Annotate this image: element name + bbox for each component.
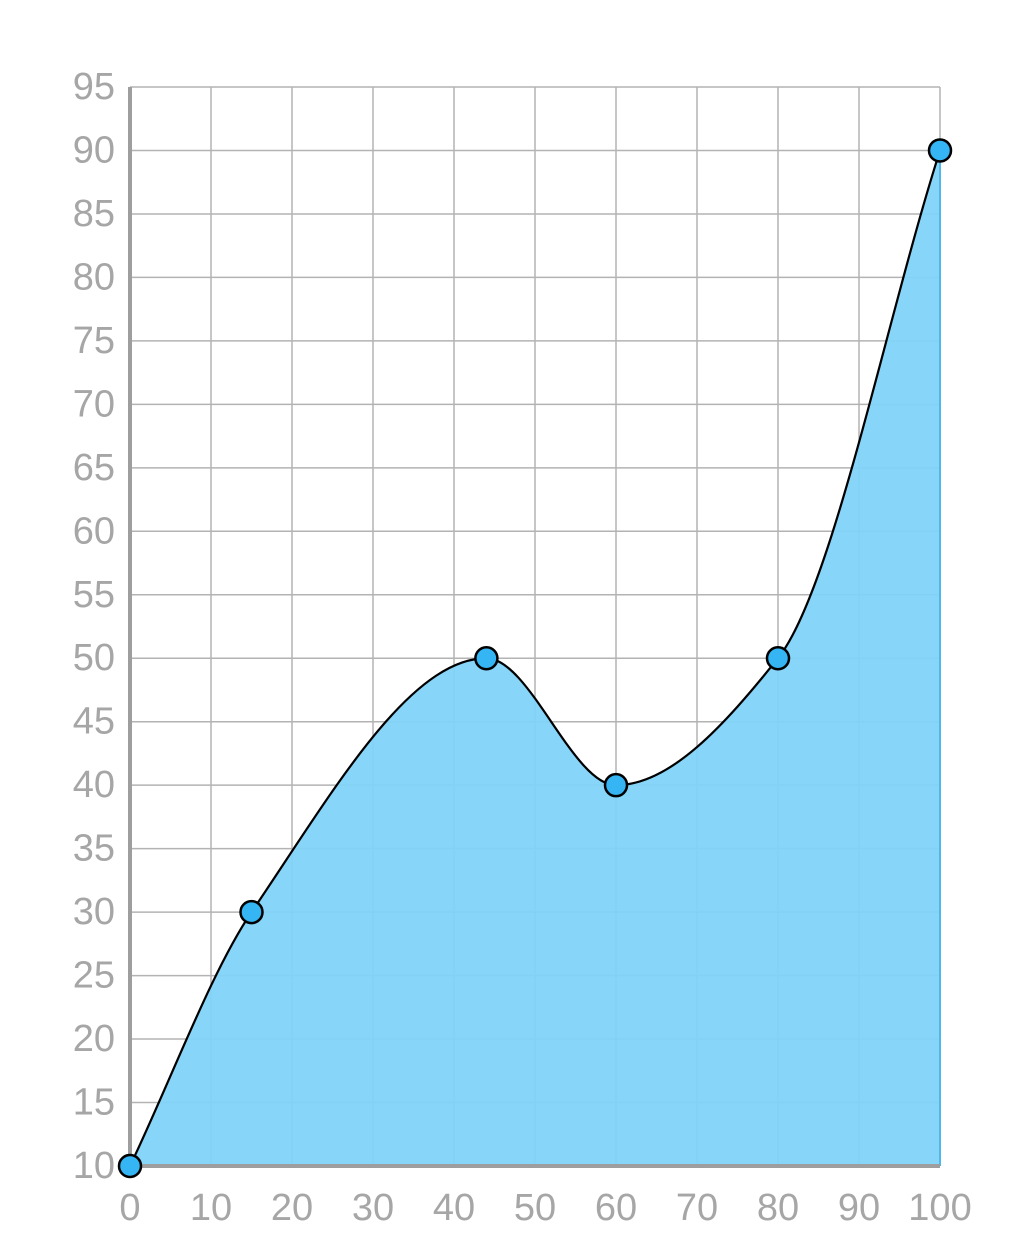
y-tick-label: 50 (73, 637, 115, 679)
y-tick-label: 55 (73, 574, 115, 616)
x-tick-label: 10 (190, 1187, 232, 1229)
data-point (927, 138, 953, 163)
y-tick-label: 75 (73, 320, 115, 362)
y-tick-label: 90 (73, 129, 115, 171)
y-tick-label: 95 (73, 66, 115, 108)
x-tick-label: 70 (676, 1187, 718, 1229)
y-tick-labels: 10 15 20 25 30 35 40 45 50 55 60 65 70 75 80 85 90 95 (73, 66, 115, 1187)
x-tick-label: 0 (119, 1187, 140, 1229)
y-tick-label: 30 (73, 891, 115, 933)
x-tick-label: 60 (595, 1187, 637, 1229)
y-tick-label: 80 (73, 256, 115, 298)
data-point (765, 645, 791, 671)
y-tick-label: 15 (73, 1082, 115, 1124)
x-tick-label: 100 (908, 1187, 971, 1229)
x-tick-label: 80 (757, 1187, 799, 1229)
x-tick-label: 90 (838, 1187, 880, 1229)
data-point (239, 899, 264, 925)
y-tick-label: 10 (73, 1145, 115, 1187)
data-point (603, 772, 629, 798)
series-line (129, 150, 942, 1167)
x-tick-label: 30 (352, 1187, 394, 1229)
y-tick-label: 45 (73, 701, 115, 743)
x-tick-labels: 0 10 20 30 40 50 60 70 80 90 100 (119, 1187, 971, 1229)
x-tick-label: 50 (514, 1187, 556, 1229)
y-tick-label: 60 (73, 510, 115, 552)
data-point (474, 645, 499, 671)
axes (128, 87, 940, 1168)
data-point (117, 1153, 143, 1179)
y-tick-label: 40 (73, 764, 115, 806)
y-tick-label: 70 (73, 383, 115, 425)
y-tick-label: 35 (73, 828, 115, 870)
area-fill (130, 150, 940, 1166)
y-tick-label: 65 (73, 447, 115, 489)
data-points (117, 138, 953, 1179)
y-tick-label: 25 (73, 955, 115, 997)
y-tick-label: 20 (73, 1018, 115, 1060)
x-tick-label: 40 (433, 1187, 475, 1229)
area-layer (129, 150, 942, 1167)
x-tick-label: 20 (271, 1187, 313, 1229)
y-tick-label: 85 (73, 193, 115, 235)
